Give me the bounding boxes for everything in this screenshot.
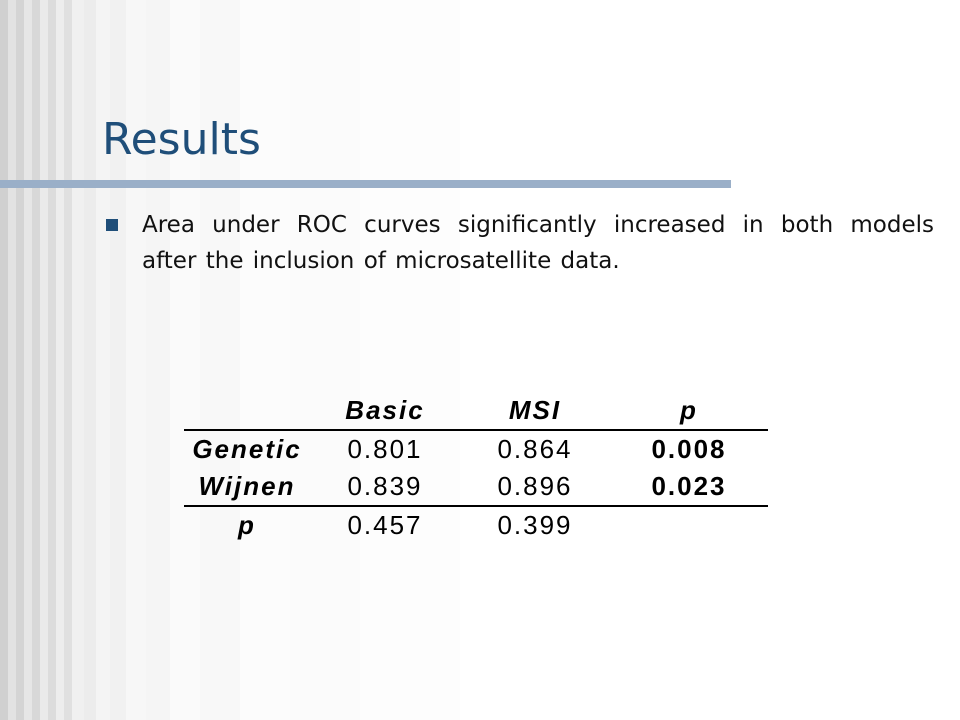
table-row: Genetic 0.801 0.864 0.008 xyxy=(184,430,768,468)
table-row: p 0.457 0.399 xyxy=(184,506,768,544)
header-basic: Basic xyxy=(310,392,460,431)
roc-auc-table: Basic MSI p Genetic 0.801 0.864 0.008 Wi… xyxy=(184,392,768,544)
cell-p-basic: 0.457 xyxy=(347,510,423,540)
row-label-genetic: Genetic xyxy=(192,434,302,464)
header-empty-cell xyxy=(184,392,310,431)
cell-wijnen-basic: 0.839 xyxy=(310,468,460,507)
square-bullet-icon xyxy=(106,219,118,231)
cell-p-msi: 0.399 xyxy=(497,510,573,540)
row-label-wijnen: Wijnen xyxy=(184,468,310,507)
bullet-text: Area under ROC curves significantly incr… xyxy=(142,212,934,274)
table-header-row: Basic MSI p xyxy=(184,392,768,431)
row-label-p: p xyxy=(238,510,256,540)
header-p: p xyxy=(610,392,768,431)
cell-p-p xyxy=(610,506,768,544)
cell-genetic-p: 0.008 xyxy=(651,434,727,464)
cell-genetic-msi: 0.864 xyxy=(497,434,573,464)
cell-wijnen-p: 0.023 xyxy=(610,468,768,507)
header-msi: MSI xyxy=(460,392,610,431)
title-divider xyxy=(0,180,731,188)
cell-wijnen-msi: 0.896 xyxy=(460,468,610,507)
table-row: Wijnen 0.839 0.896 0.023 xyxy=(184,468,768,507)
cell-genetic-basic: 0.801 xyxy=(347,434,423,464)
results-table: Basic MSI p Genetic 0.801 0.864 0.008 Wi… xyxy=(184,392,768,544)
slide-title: Results xyxy=(102,114,261,165)
